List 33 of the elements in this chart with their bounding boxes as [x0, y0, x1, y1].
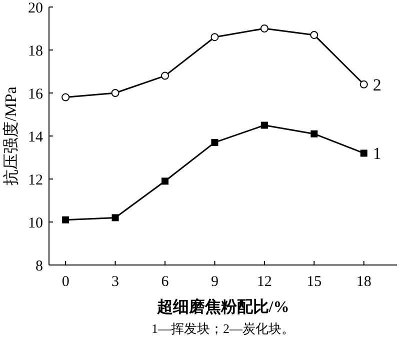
- point: [360, 150, 368, 157]
- point: [260, 122, 268, 129]
- x-tick-label: 12: [256, 274, 272, 290]
- x-tick-label: 6: [161, 274, 170, 290]
- point: [310, 30, 318, 39]
- x-tick-label: 3: [112, 274, 120, 290]
- x-tick-label: 18: [356, 274, 372, 290]
- y-tick-label: 14: [28, 129, 44, 146]
- x-tick-label: 15: [306, 274, 322, 290]
- point: [211, 138, 218, 146]
- text: 1—挥发块；2—炭化块。: [152, 321, 294, 336]
- y-tick-label: 12: [28, 172, 43, 188]
- point: [62, 216, 70, 224]
- point: [112, 214, 119, 222]
- y-tick-label: 20: [28, 0, 43, 16]
- point: [260, 24, 268, 32]
- y-tick-label: 8: [36, 258, 43, 274]
- y-tick-label: 10: [28, 215, 43, 232]
- point: [161, 72, 169, 80]
- point: [162, 178, 168, 185]
- point: [310, 130, 318, 138]
- x-tick-label: 9: [210, 274, 218, 290]
- y-tick-label: 16: [28, 86, 44, 102]
- series-label: 2: [372, 75, 382, 94]
- point: [210, 33, 219, 42]
- x-tick-label: 0: [62, 274, 70, 290]
- x-axis-title: 超细磨焦粉配比/%: [156, 298, 290, 316]
- series-label: 1: [372, 144, 382, 164]
- point: [62, 93, 70, 102]
- y-tick-label: 18: [28, 43, 43, 60]
- point: [360, 80, 368, 88]
- point: [111, 89, 120, 97]
- y-axis-title: 抗压强度/MPa: [2, 86, 20, 186]
